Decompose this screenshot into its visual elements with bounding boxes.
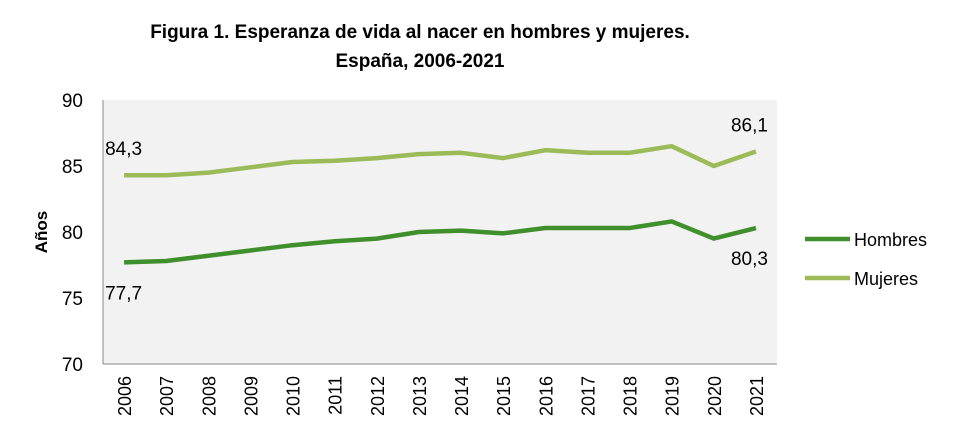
x-tick-label: 2009 xyxy=(241,376,261,416)
x-tick-label: 2018 xyxy=(621,376,641,416)
x-tick-label: 2012 xyxy=(368,376,388,416)
x-tick-label: 2014 xyxy=(452,376,472,416)
y-tick-label: 90 xyxy=(62,91,83,112)
chart-subtitle: España, 2006-2021 xyxy=(335,51,505,72)
data-label: 84,3 xyxy=(105,139,142,160)
x-tick-label: 2011 xyxy=(326,376,346,415)
y-tick-label: 80 xyxy=(62,223,83,244)
x-tick-label: 2010 xyxy=(284,376,304,416)
x-tick-label: 2008 xyxy=(199,376,219,416)
y-tick-label: 75 xyxy=(62,289,83,310)
series-line-mujeres xyxy=(124,143,757,178)
series-line-hombres xyxy=(123,219,757,265)
x-tick-label: 2016 xyxy=(536,376,556,416)
x-tick-label: 2017 xyxy=(578,376,598,416)
x-tick-label: 2020 xyxy=(705,376,725,416)
data-label: 77,7 xyxy=(105,283,142,304)
y-tick-label: 70 xyxy=(62,355,83,376)
y-axis-label: Años xyxy=(32,211,51,254)
x-tick-label: 2013 xyxy=(410,376,430,416)
x-tick-label: 2015 xyxy=(494,376,514,416)
chart-title: Figura 1. Esperanza de vida al nacer en … xyxy=(150,22,690,43)
x-tick-label: 2021 xyxy=(747,376,767,416)
data-label: 86,1 xyxy=(731,115,768,136)
x-tick-label: 2019 xyxy=(663,376,683,416)
legend-label-hombres: Hombres xyxy=(854,230,927,250)
y-tick-label: 85 xyxy=(62,157,83,178)
x-tick-label: 2006 xyxy=(115,376,135,416)
legend-label-mujeres: Mujeres xyxy=(854,269,918,289)
x-tick-label: 2007 xyxy=(157,376,177,416)
data-label: 80,3 xyxy=(731,249,768,270)
